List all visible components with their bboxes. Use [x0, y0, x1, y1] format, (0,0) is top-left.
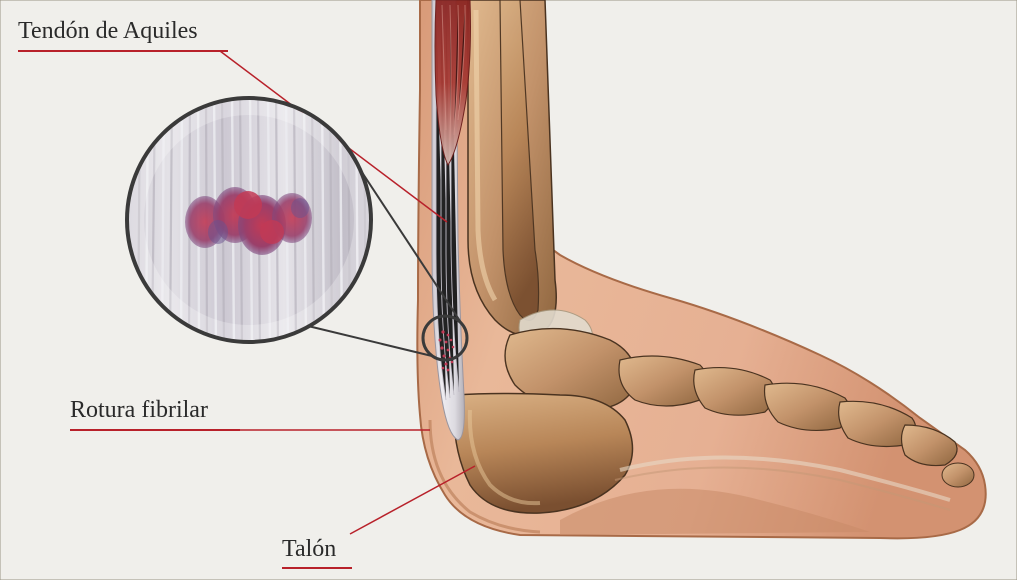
label-heel: Talón [282, 536, 336, 563]
label-rupture: Rotura fibrilar [70, 397, 208, 424]
label-achilles: Tendón de Aquiles [18, 18, 198, 45]
diagram-canvas: Tendón de Aquiles Rotura fibrilar Talón [0, 0, 1017, 580]
anatomy-svg [0, 0, 1017, 580]
